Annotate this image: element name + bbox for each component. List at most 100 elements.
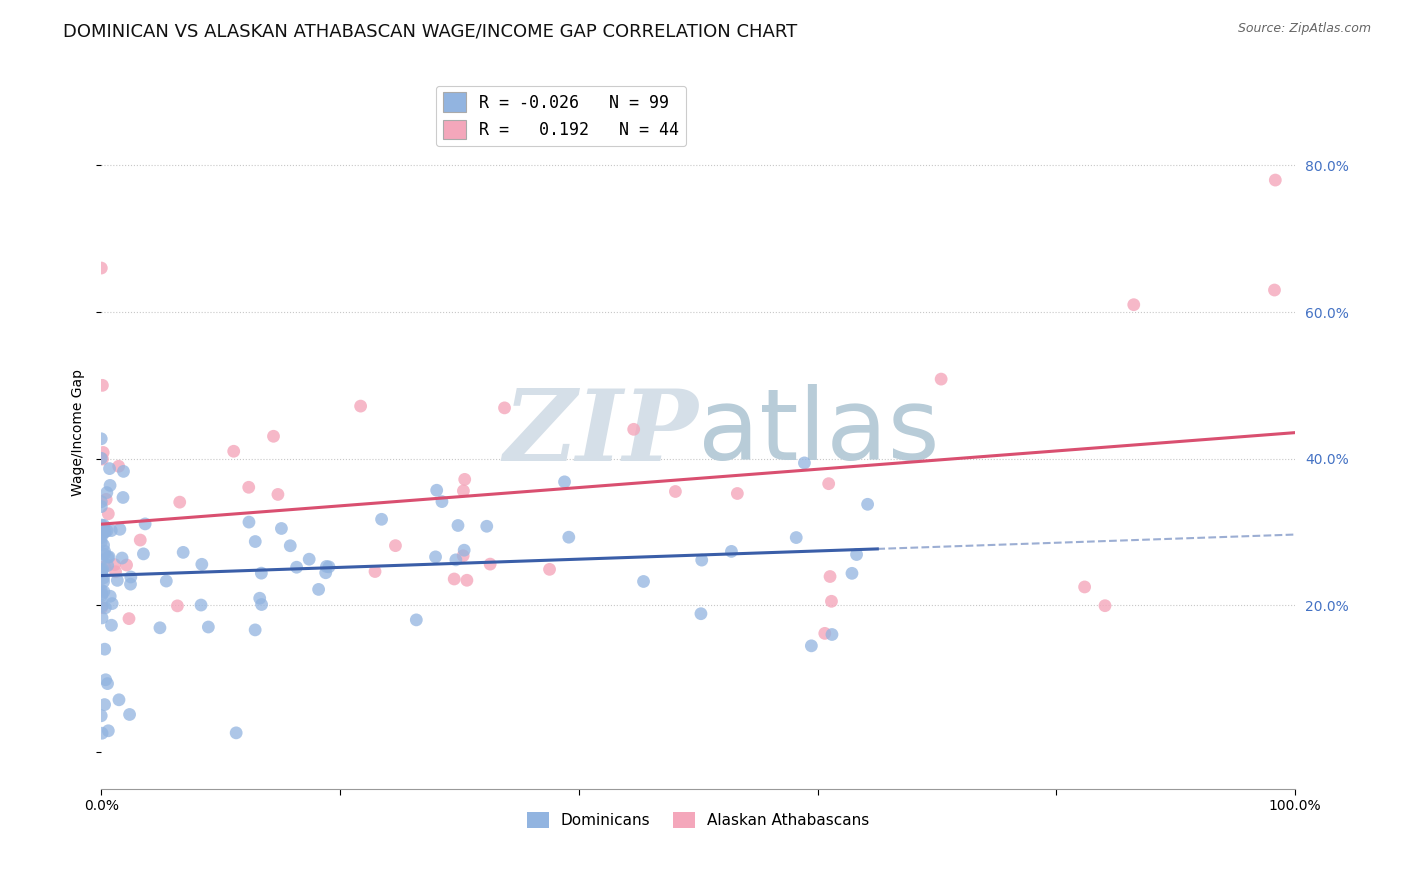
Point bbox=[267, 487, 290, 501]
Point bbox=[120, 577, 142, 591]
Point bbox=[318, 559, 340, 574]
Point bbox=[108, 522, 131, 536]
Point bbox=[250, 598, 273, 612]
Point bbox=[475, 519, 498, 533]
Point bbox=[118, 707, 141, 722]
Point bbox=[845, 548, 868, 562]
Point bbox=[298, 552, 321, 566]
Point bbox=[90, 494, 112, 508]
Point bbox=[690, 553, 713, 567]
Point bbox=[370, 512, 392, 526]
Point bbox=[96, 676, 118, 690]
Text: atlas: atlas bbox=[699, 384, 939, 482]
Point bbox=[785, 531, 807, 545]
Point bbox=[425, 549, 447, 564]
Point bbox=[1094, 599, 1116, 613]
Point bbox=[112, 464, 135, 478]
Point bbox=[93, 559, 115, 574]
Point bbox=[263, 429, 285, 443]
Point bbox=[96, 485, 118, 500]
Point bbox=[93, 518, 115, 533]
Point bbox=[225, 726, 247, 740]
Point bbox=[818, 569, 841, 583]
Point bbox=[90, 432, 112, 446]
Point bbox=[243, 623, 266, 637]
Point bbox=[111, 491, 134, 505]
Point bbox=[90, 260, 112, 275]
Point bbox=[91, 726, 114, 740]
Point bbox=[120, 570, 142, 584]
Point bbox=[443, 572, 465, 586]
Point bbox=[558, 530, 581, 544]
Point bbox=[817, 476, 839, 491]
Point bbox=[538, 562, 561, 576]
Point bbox=[1122, 298, 1144, 312]
Point bbox=[90, 589, 112, 603]
Point bbox=[190, 598, 212, 612]
Point bbox=[97, 558, 120, 573]
Text: Source: ZipAtlas.com: Source: ZipAtlas.com bbox=[1237, 22, 1371, 36]
Point bbox=[451, 549, 474, 563]
Point bbox=[91, 378, 114, 392]
Point bbox=[245, 534, 267, 549]
Point bbox=[100, 618, 122, 632]
Point bbox=[91, 611, 114, 625]
Point bbox=[93, 698, 115, 712]
Point bbox=[250, 566, 273, 581]
Point bbox=[430, 494, 453, 508]
Point bbox=[720, 544, 742, 558]
Point bbox=[814, 626, 837, 640]
Point bbox=[197, 620, 219, 634]
Point bbox=[479, 557, 502, 571]
Point bbox=[725, 486, 748, 500]
Point bbox=[129, 533, 152, 547]
Point bbox=[820, 594, 842, 608]
Point bbox=[93, 574, 115, 589]
Point bbox=[1264, 173, 1286, 187]
Point bbox=[90, 600, 112, 615]
Point bbox=[118, 612, 141, 626]
Point bbox=[93, 525, 115, 540]
Point bbox=[447, 518, 470, 533]
Point bbox=[454, 472, 477, 486]
Point bbox=[1073, 580, 1095, 594]
Point bbox=[821, 627, 844, 641]
Point bbox=[94, 600, 117, 615]
Point bbox=[384, 539, 406, 553]
Point bbox=[96, 492, 118, 507]
Point bbox=[238, 515, 260, 529]
Point bbox=[249, 591, 271, 606]
Point bbox=[90, 535, 112, 549]
Y-axis label: Wage/Income Gap: Wage/Income Gap bbox=[72, 369, 86, 497]
Point bbox=[841, 566, 863, 581]
Point bbox=[453, 543, 475, 558]
Point bbox=[453, 483, 475, 498]
Point bbox=[91, 599, 114, 613]
Point bbox=[91, 562, 114, 576]
Point bbox=[97, 723, 120, 738]
Point bbox=[96, 524, 118, 538]
Point bbox=[191, 558, 214, 572]
Point bbox=[90, 518, 112, 533]
Point bbox=[278, 539, 301, 553]
Point bbox=[633, 574, 655, 589]
Point bbox=[115, 558, 138, 572]
Point bbox=[405, 613, 427, 627]
Point bbox=[91, 445, 114, 459]
Point bbox=[90, 553, 112, 567]
Point bbox=[93, 544, 115, 558]
Point bbox=[105, 574, 128, 588]
Point bbox=[285, 560, 308, 574]
Point bbox=[97, 507, 120, 521]
Point bbox=[93, 642, 115, 657]
Point bbox=[98, 589, 121, 603]
Point bbox=[94, 673, 117, 687]
Point bbox=[91, 587, 114, 601]
Text: ZIP: ZIP bbox=[503, 384, 699, 481]
Point bbox=[98, 478, 121, 492]
Point bbox=[94, 524, 117, 539]
Point bbox=[664, 484, 686, 499]
Point bbox=[166, 599, 188, 613]
Point bbox=[101, 597, 124, 611]
Point bbox=[132, 547, 155, 561]
